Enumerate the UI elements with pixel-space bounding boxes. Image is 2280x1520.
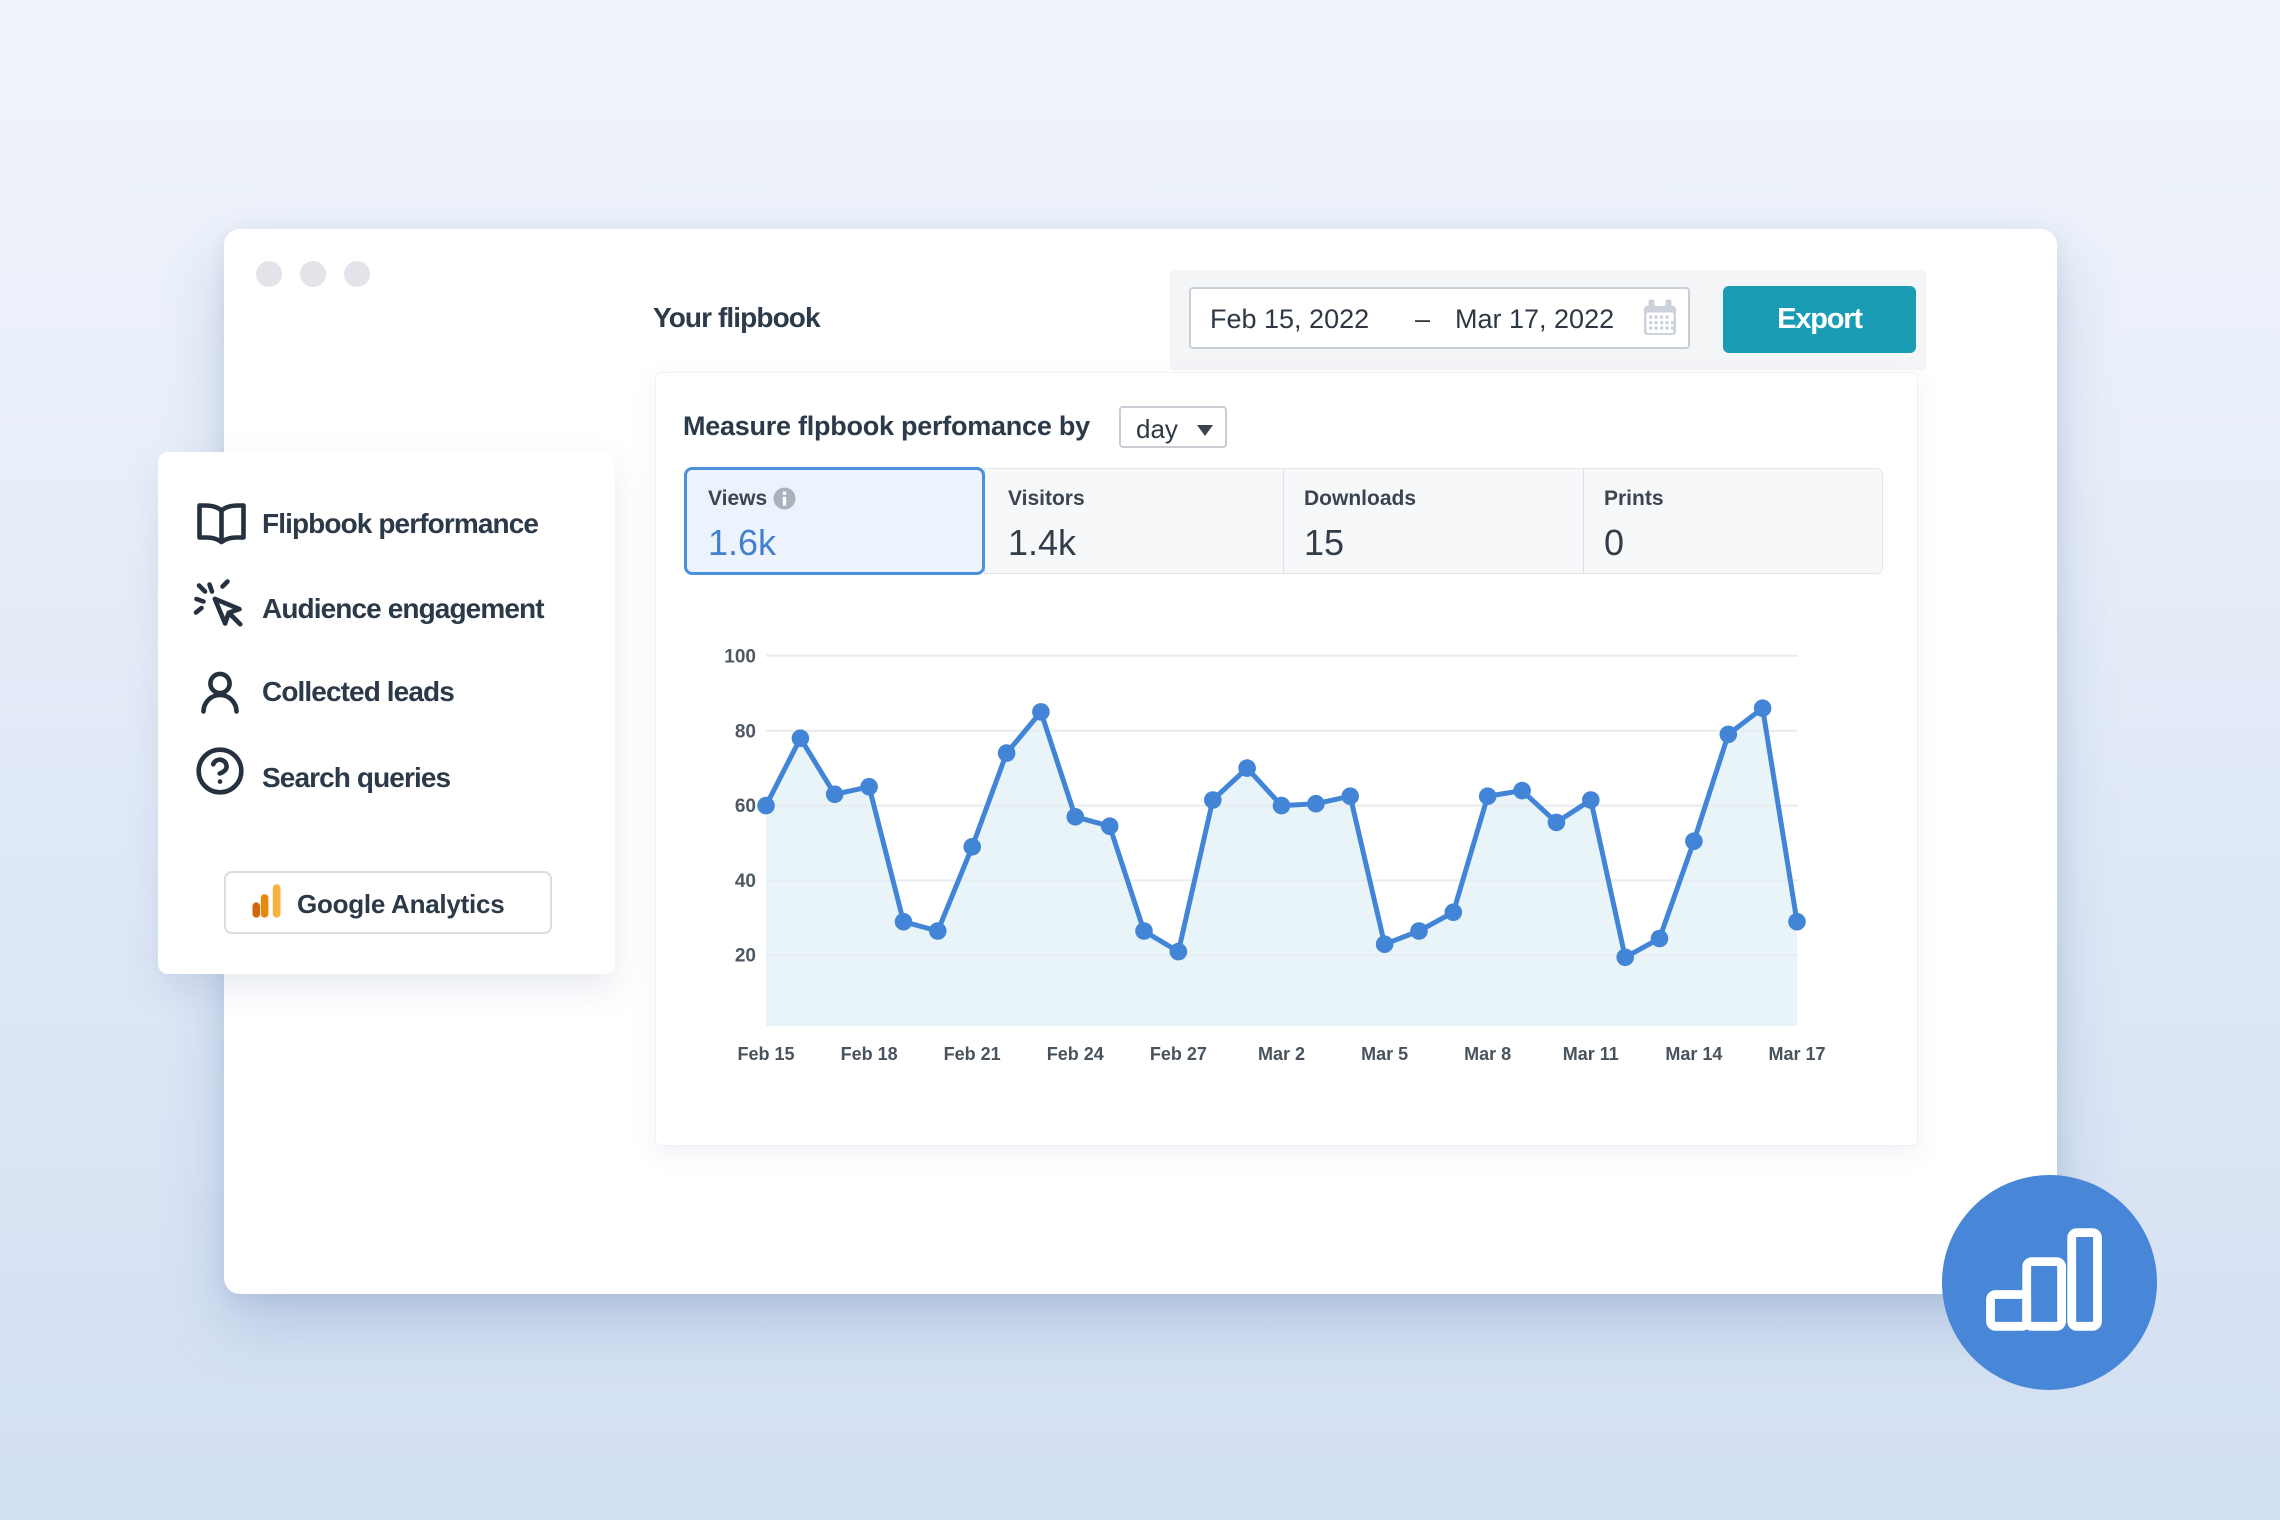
svg-text:Mar 8: Mar 8 <box>1464 1044 1511 1064</box>
svg-text:Mar 5: Mar 5 <box>1361 1044 1408 1064</box>
svg-text:Feb 21: Feb 21 <box>944 1044 1001 1064</box>
svg-text:Feb 27: Feb 27 <box>1150 1044 1207 1064</box>
svg-text:80: 80 <box>735 721 756 742</box>
svg-text:100: 100 <box>724 646 756 667</box>
svg-text:Mar 17: Mar 17 <box>1768 1044 1825 1064</box>
svg-text:Mar 14: Mar 14 <box>1665 1044 1722 1064</box>
svg-text:Feb 15: Feb 15 <box>737 1044 794 1064</box>
svg-text:60: 60 <box>735 796 756 817</box>
svg-text:Mar 11: Mar 11 <box>1563 1044 1619 1064</box>
svg-text:Feb 24: Feb 24 <box>1047 1044 1104 1064</box>
svg-text:Feb 18: Feb 18 <box>841 1044 898 1064</box>
svg-text:40: 40 <box>735 871 756 892</box>
svg-text:Mar 2: Mar 2 <box>1258 1044 1305 1064</box>
svg-text:20: 20 <box>735 946 756 967</box>
